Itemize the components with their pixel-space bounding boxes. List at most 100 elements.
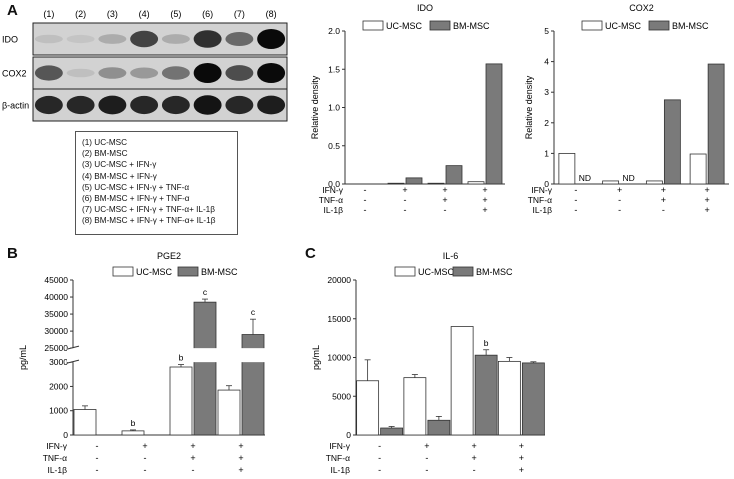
ido-chart: IDO Relative density 0.0 0.5 1.0 1.5 2.0 UC-MSC…: [310, 3, 505, 215]
legend-label: UC-MSC: [605, 21, 641, 31]
condition-sign: -: [144, 453, 147, 463]
legend-label: BM-MSC: [476, 267, 513, 277]
condition-sign: -: [404, 205, 407, 215]
pge2-chart: PGE2 pg/mL 0 1000 2000 3000 25000 30000 35000 400…: [18, 251, 265, 475]
y-tick-label: 30000: [44, 326, 68, 336]
y-tick-label: 4: [544, 57, 549, 67]
legend-item: (5) UC-MSC + IFN-γ + TNF-α: [82, 182, 190, 192]
blot-band: [98, 67, 127, 79]
bar-annotation: b: [179, 353, 184, 363]
axis-break-mark: [66, 359, 80, 364]
y-tick-label: 1: [544, 148, 549, 158]
lane-label: (7): [234, 9, 245, 19]
y-tick-label: 25000: [44, 343, 68, 353]
chart-title: PGE2: [157, 251, 181, 261]
condition-sign: +: [661, 195, 666, 205]
lane-label: (8): [266, 9, 277, 19]
condition-sign: +: [482, 205, 487, 215]
blot-band: [225, 65, 254, 81]
condition-sign: +: [704, 205, 709, 215]
condition-label: IFN-γ: [329, 441, 351, 451]
condition-label: IFN-γ: [46, 441, 68, 451]
lane-label: (1): [43, 9, 54, 19]
lane-label: (6): [202, 9, 213, 19]
condition-sign: +: [190, 453, 195, 463]
bar: [427, 419, 451, 436]
condition-sign: -: [662, 205, 665, 215]
condition-sign: +: [617, 185, 622, 195]
chart-title: COX2: [629, 3, 654, 13]
bar-annotation: ND: [622, 173, 634, 183]
condition-sign: -: [574, 185, 577, 195]
bar-annotation: b: [484, 338, 489, 348]
blot-band: [34, 34, 63, 44]
y-tick-label: 3: [544, 87, 549, 97]
legend-item: (6) BM-MSC + IFN-γ + TNF-α: [82, 194, 190, 204]
condition-label: IL-1β: [532, 205, 552, 215]
panel-letter-a: A: [7, 2, 18, 19]
blot-row-label: IDO: [2, 35, 18, 45]
blot-row-label: COX2: [2, 69, 27, 79]
axis-break-gap: [67, 348, 79, 363]
y-tick-label: 1.0: [328, 103, 340, 113]
y-tick-label: 0.5: [328, 141, 340, 151]
blot-band: [193, 30, 222, 48]
blot-band: [34, 95, 63, 115]
condition-sign: -: [444, 205, 447, 215]
legend-label: UC-MSC: [386, 21, 422, 31]
bar: [427, 182, 445, 185]
bar: [558, 152, 576, 185]
y-tick-label: 40000: [44, 292, 68, 302]
condition-sign: +: [442, 195, 447, 205]
condition-sign: -: [574, 205, 577, 215]
condition-sign: +: [471, 441, 476, 451]
y-tick-label: 5000: [332, 391, 351, 401]
condition-sign: -: [96, 441, 99, 451]
condition-label: IFN-γ: [322, 185, 344, 195]
bar: [445, 165, 463, 185]
bar: [403, 377, 427, 436]
blot-band: [257, 29, 286, 49]
blot-band: [161, 66, 190, 80]
condition-sign: -: [378, 465, 381, 475]
legend-label: BM-MSC: [672, 21, 709, 31]
blot-band: [257, 95, 286, 115]
lane-label: (4): [139, 9, 150, 19]
blot-band: [225, 32, 254, 46]
legend-item: (8) BM-MSC + IFN-γ + TNF-α+ IL-1β: [82, 216, 216, 226]
blot-band: [130, 30, 159, 48]
blot-band: [98, 34, 127, 44]
blot-row-label: β-actin: [2, 101, 29, 111]
condition-sign: +: [482, 185, 487, 195]
condition-sign: -: [425, 453, 428, 463]
blot-band: [66, 68, 95, 78]
bar: [193, 301, 217, 436]
blot-band: [193, 63, 222, 83]
bar: [521, 362, 545, 436]
condition-sign: +: [704, 195, 709, 205]
condition-sign: +: [190, 441, 195, 451]
bar: [689, 153, 707, 185]
chart-title: IL-6: [443, 251, 459, 261]
il6-chart: IL-6 pg/mL 0 5000 10000 15000 20000 b UC-MSC BM-M…: [311, 251, 545, 475]
condition-sign: +: [519, 441, 524, 451]
condition-sign: +: [482, 195, 487, 205]
y-tick-label: 3000: [49, 357, 68, 367]
condition-sign: +: [519, 453, 524, 463]
bar: [467, 181, 485, 185]
condition-sign: +: [704, 185, 709, 195]
legend-item: (1) UC-MSC: [82, 138, 128, 147]
panel-letter-c: C: [305, 245, 316, 262]
bar: [217, 389, 241, 436]
condition-sign: -: [96, 453, 99, 463]
bar: [380, 427, 404, 436]
legend-swatch: [112, 266, 134, 277]
condition-sign: +: [424, 441, 429, 451]
bar: [73, 409, 97, 436]
condition-sign: -: [192, 465, 195, 475]
legend-swatch: [648, 20, 670, 31]
bar: [474, 354, 498, 436]
condition-sign: -: [144, 465, 147, 475]
condition-label: IFN-γ: [531, 185, 553, 195]
condition-sign: -: [364, 185, 367, 195]
